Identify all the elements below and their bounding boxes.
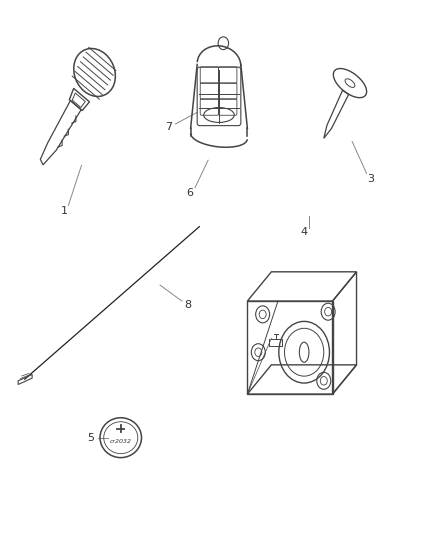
Text: 1: 1 xyxy=(60,206,67,216)
Text: 4: 4 xyxy=(300,227,308,237)
Text: 8: 8 xyxy=(184,300,191,310)
Text: 6: 6 xyxy=(186,188,193,198)
Text: 5: 5 xyxy=(87,433,94,443)
Text: 7: 7 xyxy=(165,122,172,132)
Text: 3: 3 xyxy=(367,174,374,184)
Text: cr2032: cr2032 xyxy=(110,439,132,445)
